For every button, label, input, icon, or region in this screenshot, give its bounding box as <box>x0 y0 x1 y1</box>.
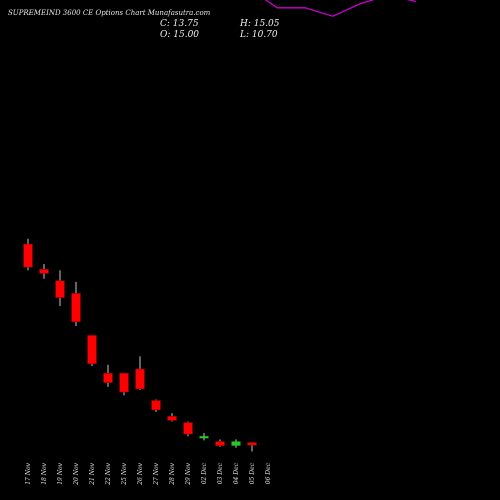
open-value: O: 15.00 <box>160 30 199 40</box>
x-tick-label: 19 Nov <box>57 462 64 484</box>
candle-body <box>215 441 225 446</box>
high-value: H: 15.05 <box>239 19 280 29</box>
x-tick-label: 20 Nov <box>73 462 80 485</box>
x-axis-ticks: 17 Nov 18 Nov 19 Nov 20 Nov 21 Nov 22 Nov 25 N… <box>25 462 272 485</box>
x-tick-label: 18 Nov <box>41 462 48 484</box>
x-tick-label: 05 Dec <box>249 462 256 484</box>
x-tick-label: 26 Nov <box>137 462 144 485</box>
candle-body <box>199 436 209 439</box>
overlay-line-2 <box>264 0 417 17</box>
candles <box>23 238 257 452</box>
candle-body <box>39 269 49 274</box>
x-tick-label: 21 Nov <box>89 462 96 485</box>
close-value: C: 13.75 <box>160 19 199 29</box>
low-value: L: 10.70 <box>239 30 278 40</box>
candle-body <box>103 372 113 383</box>
x-tick-label: 17 Nov <box>25 462 32 484</box>
x-tick-label: 27 Nov <box>153 462 160 485</box>
x-tick-label: 29 Nov <box>185 462 192 485</box>
x-tick-label: 02 Dec <box>201 462 208 484</box>
x-tick-label: 25 Nov <box>121 462 128 485</box>
x-tick-label: 22 Nov <box>105 462 112 485</box>
x-tick-label: 06 Dec <box>265 462 272 484</box>
chart-title: SUPREMEIND 3600 CE Options Chart Munafas… <box>8 9 211 17</box>
candle-body <box>23 243 33 268</box>
candle-body <box>119 372 129 393</box>
candle-body <box>231 441 241 446</box>
candle-body <box>247 442 257 446</box>
x-tick-label: 28 Nov <box>169 462 176 485</box>
overlay-lines <box>264 0 417 17</box>
candle-body <box>71 293 81 322</box>
candle-body <box>183 422 193 435</box>
candle-body <box>151 400 161 411</box>
candle-body <box>167 416 177 421</box>
candle-body <box>55 280 65 298</box>
x-tick-label: 03 Dec <box>217 462 224 484</box>
x-tick-label: 04 Dec <box>233 462 240 484</box>
candle-body <box>135 368 145 390</box>
candle-body <box>87 335 97 364</box>
